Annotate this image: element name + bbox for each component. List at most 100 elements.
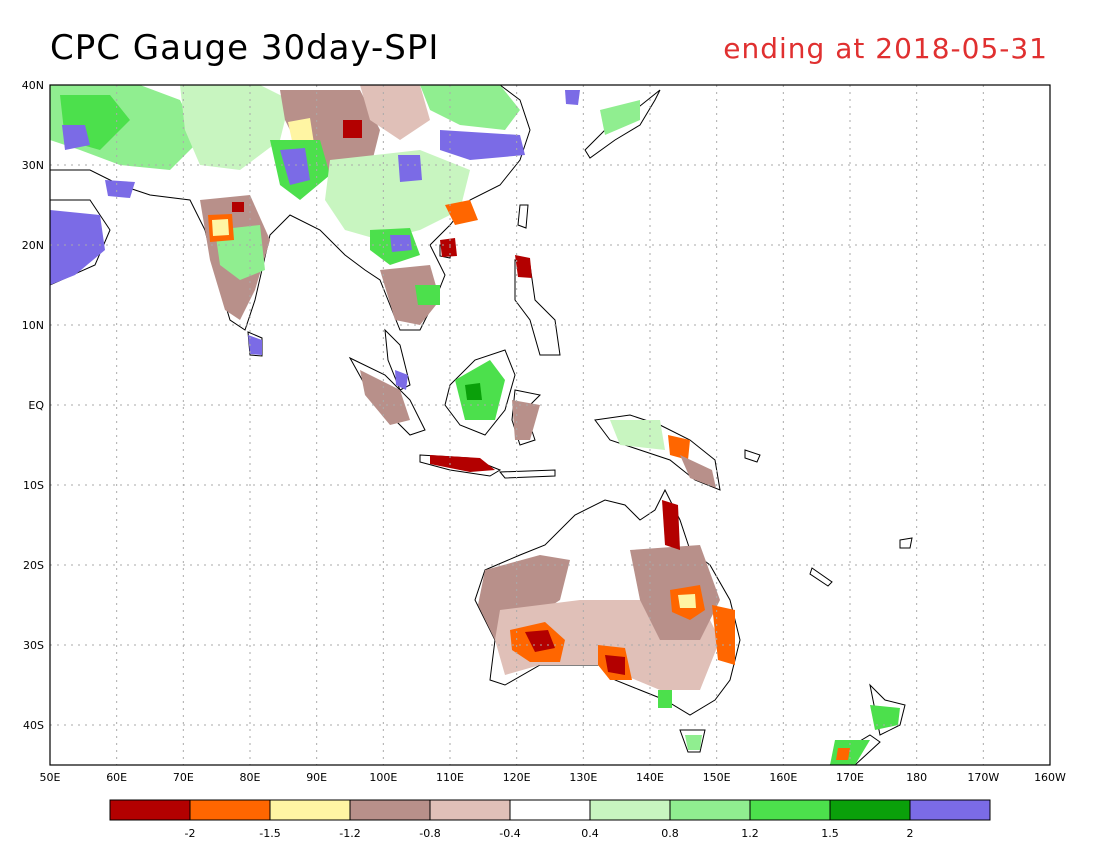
spi-region (280, 148, 310, 185)
landmass-new-caledonia (809, 567, 833, 587)
latitude-label: 30N (22, 159, 44, 172)
colorbar-labels: -2 -1.5 -1.2 -0.8 -0.4 0.4 0.8 1.2 1.5 2 (185, 827, 914, 840)
spi-region (662, 500, 680, 550)
latitude-label: 40S (23, 719, 44, 732)
spi-region (380, 265, 440, 325)
spi-region (600, 100, 640, 135)
spi-region (870, 705, 900, 730)
latitude-labels: 40N 30N 20N 10N EQ 10S 20S 30S 40S (22, 79, 45, 732)
spi-region (445, 200, 478, 225)
spi-region (658, 690, 672, 708)
spi-region (232, 202, 244, 212)
colorbar-label: 0.4 (581, 827, 599, 840)
map-content (50, 85, 913, 765)
spi-region (668, 435, 690, 460)
spi-region (836, 748, 850, 760)
colorbar-label: 0.8 (661, 827, 679, 840)
landmass-lesser-sunda (498, 469, 556, 479)
spi-region (360, 85, 430, 140)
spi-region (440, 130, 525, 160)
longitude-label: 70E (173, 771, 194, 784)
spi-region (680, 455, 716, 488)
colorbar-bin (669, 799, 751, 821)
longitude-labels: 50E 60E 70E 80E 90E 100E 110E 120E 130E 140E 150E 1… (40, 771, 1067, 784)
latitude-label: 20S (23, 559, 44, 572)
landmass-taiwan (517, 204, 529, 229)
landmass-fiji (899, 537, 913, 549)
latitude-label: 10N (22, 319, 44, 332)
map-title: CPC Gauge 30day-SPI (50, 28, 440, 68)
latitude-label: 40N (22, 79, 44, 92)
longitude-label: 110E (436, 771, 464, 784)
spi-region (515, 255, 532, 278)
spi-region (325, 150, 470, 240)
spi-region (343, 120, 362, 138)
latitude-label: 20N (22, 239, 44, 252)
spi-region (678, 594, 696, 608)
spi-region (712, 605, 735, 665)
colorbar-bin (749, 799, 831, 821)
spi-region (212, 219, 229, 236)
spi-region (105, 180, 135, 198)
spi-region (512, 400, 540, 440)
colorbar-label: -0.4 (499, 827, 520, 840)
spi-region (50, 210, 105, 285)
longitude-label: 50E (40, 771, 61, 784)
colorbar-label: 2 (907, 827, 914, 840)
spi-region (360, 370, 410, 425)
landmass-solomons (744, 449, 761, 463)
latitude-label: 10S (23, 479, 44, 492)
colorbar-label: -1.5 (259, 827, 280, 840)
longitude-label: 90E (306, 771, 327, 784)
longitude-label: 160E (769, 771, 797, 784)
spi-region (610, 420, 665, 450)
longitude-label: 120E (503, 771, 531, 784)
longitude-label: 80E (240, 771, 261, 784)
colorbar-bin (429, 799, 511, 821)
colorbar-bin (589, 799, 671, 821)
longitude-label: 180 (906, 771, 927, 784)
spi-region (465, 383, 482, 400)
map-frame (49, 84, 1051, 766)
colorbar-label: -1.2 (339, 827, 360, 840)
gridlines (50, 85, 1050, 765)
map-date-subtitle: ending at 2018-05-31 (723, 32, 1048, 65)
spi-region (685, 735, 702, 750)
colorbar (109, 799, 991, 821)
spi-field (50, 85, 900, 765)
colorbar-bin (829, 799, 911, 821)
colorbar-bin (269, 799, 351, 821)
spi-region (440, 238, 457, 257)
spi-region (605, 655, 625, 675)
colorbar-label: 1.2 (741, 827, 759, 840)
longitude-label: 140E (636, 771, 664, 784)
spi-region (62, 125, 90, 150)
spi-region (420, 85, 520, 130)
colorbar-label: -0.8 (419, 827, 440, 840)
longitude-label: 170W (967, 771, 999, 784)
longitude-label: 160W (1034, 771, 1066, 784)
spi-region (415, 285, 440, 305)
spi-region (390, 235, 412, 252)
spi-region (398, 155, 422, 182)
colorbar-bin (349, 799, 431, 821)
latitude-label: EQ (28, 399, 44, 412)
colorbar-bin (189, 799, 271, 821)
spi-region (248, 335, 262, 355)
longitude-label: 170E (836, 771, 864, 784)
spi-region (180, 85, 290, 170)
colorbar-bin (109, 799, 191, 821)
colorbar-label: 1.5 (821, 827, 839, 840)
spi-region (525, 630, 555, 652)
colorbar-label: -2 (185, 827, 196, 840)
spi-region (565, 90, 580, 105)
spi-region (395, 370, 408, 390)
latitude-label: 30S (23, 639, 44, 652)
longitude-label: 60E (106, 771, 127, 784)
colorbar-bin (909, 799, 991, 821)
longitude-label: 150E (703, 771, 731, 784)
spi-region (430, 455, 495, 472)
colorbar-bin (509, 799, 591, 821)
longitude-label: 100E (369, 771, 397, 784)
